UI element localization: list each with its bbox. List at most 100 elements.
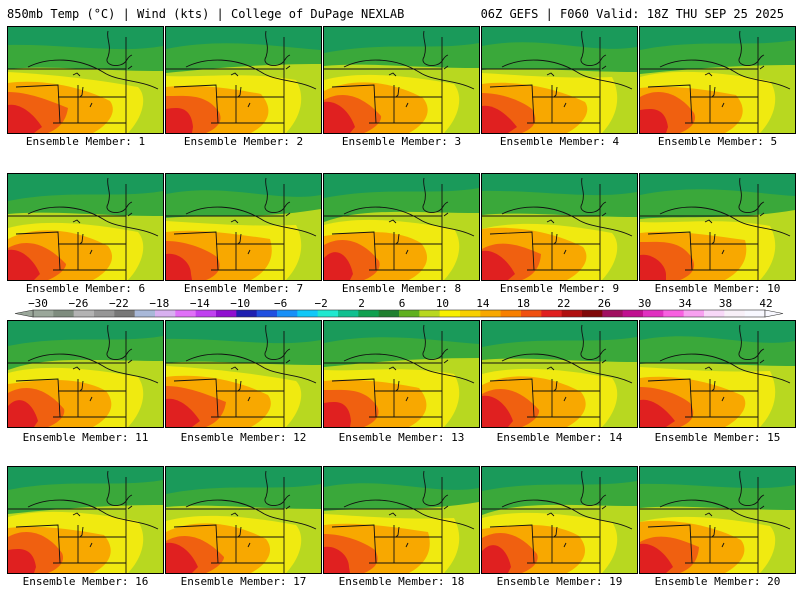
colorbar-segment — [277, 310, 298, 317]
ensemble-member-label: Ensemble Member: 1 — [25, 135, 146, 148]
colorbar-segment — [53, 310, 75, 317]
temperature-map — [640, 321, 795, 427]
temperature-map — [166, 174, 321, 280]
state-boundaries — [324, 470, 475, 573]
temperature-map — [324, 467, 479, 573]
cool-air-region — [8, 27, 163, 50]
state-boundaries — [482, 30, 633, 133]
ensemble-member-label: Ensemble Member: 19 — [496, 575, 623, 588]
colorbar-segment — [114, 310, 136, 317]
hottest-air-region — [482, 545, 511, 573]
ensemble-member-map — [639, 173, 796, 281]
colorbar-segment — [175, 310, 197, 317]
temperature-map — [8, 467, 163, 573]
colorbar-tick-label: 38 — [719, 297, 732, 310]
hottest-air-region — [324, 252, 353, 280]
ensemble-member-map — [481, 466, 638, 574]
colorbar-high-arrow — [764, 309, 784, 318]
temperature-map — [166, 321, 321, 427]
colorbar-tick-label: −10 — [230, 297, 250, 310]
hottest-air-region — [640, 254, 666, 280]
temperature-map — [8, 321, 163, 427]
ensemble-member-map — [7, 466, 164, 574]
ensemble-member-label: Ensemble Member: 16 — [22, 575, 149, 588]
cool-air-region — [8, 321, 163, 346]
ensemble-member-label: Ensemble Member: 15 — [654, 431, 781, 444]
ensemble-member-map — [165, 466, 322, 574]
ensemble-member-label: Ensemble Member: 10 — [654, 282, 781, 295]
colorbar-segment — [602, 310, 624, 317]
colorbar-segment — [73, 310, 95, 317]
ensemble-member-map — [323, 26, 480, 134]
state-boundaries — [482, 324, 633, 427]
hottest-air-region — [166, 398, 200, 427]
temperature-map — [324, 321, 479, 427]
hottest-air-region — [324, 101, 355, 133]
state-boundaries — [166, 324, 317, 427]
hottest-air-region — [8, 249, 40, 280]
colorbar-tick-label: 30 — [638, 297, 651, 310]
ensemble-member-label: Ensemble Member: 7 — [183, 282, 304, 295]
colorbar-segment — [480, 310, 502, 317]
colorbar-segment — [134, 310, 156, 317]
colorbar-tick-label: 6 — [399, 297, 406, 310]
colorbar-segment — [744, 310, 766, 317]
ensemble-member-map — [165, 26, 322, 134]
ensemble-member-map — [7, 320, 164, 428]
colorbar-tick-label: 26 — [598, 297, 611, 310]
cool-air-region — [640, 27, 795, 50]
colorbar-tick-label: −2 — [314, 297, 327, 310]
state-boundaries — [640, 30, 791, 133]
ensemble-member-map — [165, 320, 322, 428]
hottest-air-region — [640, 108, 668, 133]
temperature-map — [166, 467, 321, 573]
state-boundaries — [8, 30, 159, 133]
colorbar-segment — [460, 310, 481, 317]
cool-air-region — [324, 467, 479, 490]
colorbar-segment — [683, 310, 705, 317]
temperature-map — [482, 321, 637, 427]
hottest-air-region — [324, 546, 350, 573]
ensemble-member-map — [639, 320, 796, 428]
colorbar-segment — [216, 310, 237, 317]
cool-air-region — [640, 174, 795, 196]
ensemble-member-label: Ensemble Member: 13 — [338, 431, 465, 444]
colorbar-segment — [643, 310, 664, 317]
colorbar-segment — [236, 310, 258, 317]
cool-air-region — [324, 174, 479, 198]
cool-air-region — [482, 467, 637, 491]
colorbar-segment — [399, 310, 420, 317]
ensemble-member-map — [323, 173, 480, 281]
temperature-map — [482, 467, 637, 573]
ensemble-member-map — [323, 466, 480, 574]
state-boundaries — [640, 177, 791, 280]
hottest-air-region — [166, 108, 193, 133]
figure-title: 850mb Temp (°C) | Wind (kts) | College o… — [7, 7, 405, 21]
cool-air-region — [324, 321, 479, 344]
colorbar-tick-label: −26 — [69, 297, 89, 310]
state-boundaries — [166, 177, 317, 280]
state-boundaries — [8, 470, 159, 573]
colorbar-tick-label: 22 — [557, 297, 570, 310]
hottest-air-region — [640, 543, 673, 573]
ensemble-member-label: Ensemble Member: 12 — [180, 431, 307, 444]
ensemble-member-map — [639, 466, 796, 574]
colorbar-segment — [378, 310, 400, 317]
colorbar-segment — [561, 310, 583, 317]
hottest-air-region — [8, 104, 42, 133]
colorbar-tick-label: 34 — [678, 297, 692, 310]
state-boundaries — [324, 30, 475, 133]
ensemble-member-label: Ensemble Member: 4 — [499, 135, 620, 148]
colorbar-segment — [541, 310, 563, 317]
ensemble-member-map — [481, 26, 638, 134]
colorbar-segment — [419, 310, 441, 317]
state-boundaries — [482, 470, 633, 573]
ensemble-member-label: Ensemble Member: 9 — [499, 282, 620, 295]
colorbar-tick-label: 10 — [436, 297, 449, 310]
state-boundaries — [324, 177, 475, 280]
hottest-air-region — [482, 250, 515, 280]
hottest-air-region — [8, 548, 36, 573]
cool-air-region — [166, 467, 321, 494]
colorbar-segment — [94, 310, 115, 317]
cool-air-region — [482, 321, 637, 347]
